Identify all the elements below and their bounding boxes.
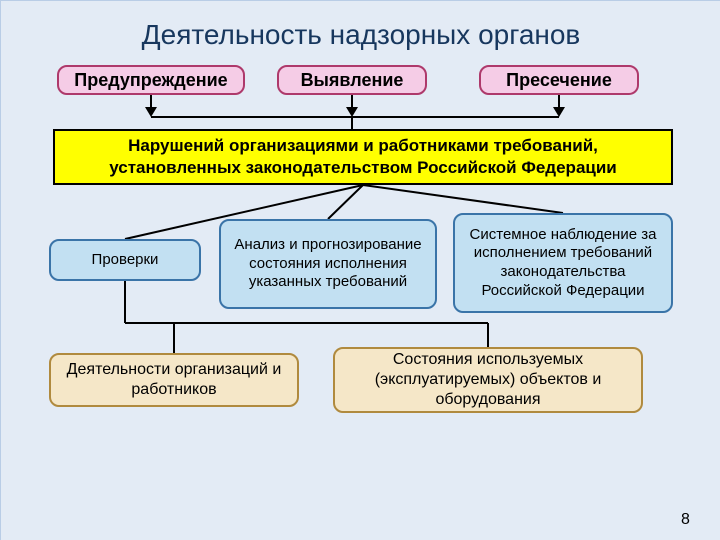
page-title: Деятельность надзорных органов <box>81 19 641 51</box>
mid-box-2: Системное наблюдение за исполнением треб… <box>453 213 673 313</box>
top-box-1: Выявление <box>277 65 427 95</box>
bottom-box-1: Состояния используемых (эксплуатируемых)… <box>333 347 643 413</box>
yellow-bar: Нарушений организациями и работниками тр… <box>53 129 673 185</box>
bottom-box-0: Деятельности организаций и работников <box>49 353 299 407</box>
mid-box-0: Проверки <box>49 239 201 281</box>
top-box-0: Предупреждение <box>57 65 245 95</box>
mid-box-1: Анализ и прогнозирование состояния испол… <box>219 219 437 309</box>
diagram-stage: Деятельность надзорных органов Нарушений… <box>0 0 720 540</box>
top-box-2: Пресечение <box>479 65 639 95</box>
page-number: 8 <box>681 511 690 529</box>
